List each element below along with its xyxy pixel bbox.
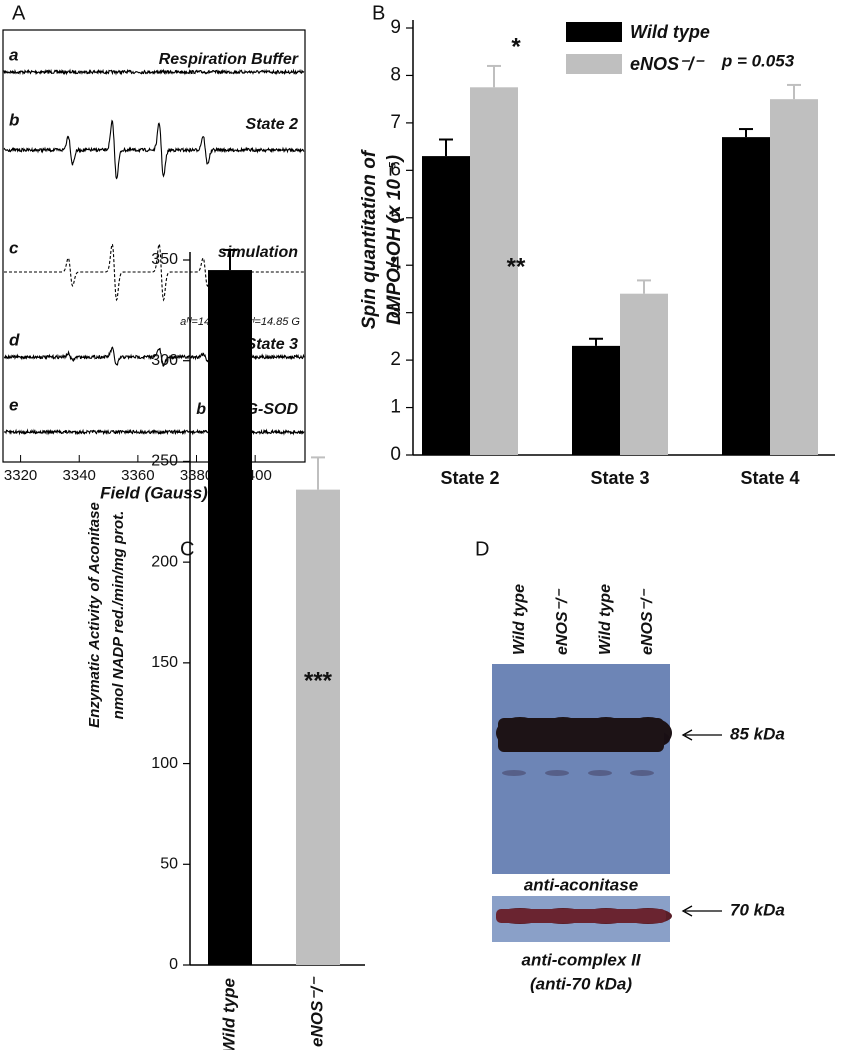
y-axis-label: Enzymatic Activity of Aconitase [86,502,103,728]
x-tick-label: State 2 [440,468,499,488]
x-tick-label: 3340 [63,467,96,484]
legend-swatch [566,54,622,74]
y-tick-label: 0 [390,444,401,465]
annotation: * [511,33,521,60]
band-faint [630,770,654,776]
bar [770,99,818,456]
y-tick-label: 250 [151,453,178,470]
legend-label: Wild type [630,22,710,42]
y-tick-label: 0 [169,956,178,973]
lane-label: eNOS⁻/⁻ [554,589,571,655]
y-tick-label: 8 [390,64,401,85]
marker-label: 85 kDa [730,724,785,743]
bar [572,345,620,455]
trace-label: State 3 [246,336,299,353]
band-faint [502,770,526,776]
trace-label: Respiration Buffer [159,51,299,68]
bar [296,489,340,965]
x-axis-label: Field (Gauss) [100,483,208,502]
annotation: *** [304,667,333,694]
panel-a-frame [2,29,306,463]
y-tick-label: 9 [390,17,401,38]
blot-caption: anti-aconitase [524,875,638,894]
band [498,718,664,752]
y-tick-label: 3 [390,302,401,323]
spectrum [4,242,304,302]
lane-label: Wild type [511,584,528,655]
y-tick-label: 7 [390,112,401,133]
panel-label: A [12,2,26,24]
trace-letter: a [9,45,18,64]
arrow-head [681,729,693,741]
x-tick-label: 3380 [180,467,213,484]
marker-label: 70 kDa [730,900,785,919]
bar [620,293,668,455]
bar [722,137,770,455]
y-tick-label: 200 [151,553,178,570]
blot-aconitase [492,664,670,874]
band [496,909,666,923]
y-tick-label: 350 [151,251,178,268]
y-axis-label: nmol NADP red./min/mg prot. [110,511,127,720]
y-tick-label: 50 [160,856,178,873]
y-tick-label: 2 [390,349,401,370]
panel-label: C [180,538,194,560]
y-tick-label: 150 [151,654,178,671]
x-tick-label: eNOS⁻/⁻ [307,976,326,1047]
annotation: ** [507,253,526,280]
y-tick-label: 1 [390,397,401,418]
trace-letter: c [9,238,19,257]
spectrum [3,68,305,76]
trace-letter: b [9,110,19,129]
bar [208,270,252,966]
band-faint [588,770,612,776]
x-tick-label: Wild type [219,978,238,1050]
arrow-head [681,905,693,917]
band-faint [545,770,569,776]
spectrum [3,346,305,367]
y-axis-label: Spin quantitation of [359,149,380,329]
legend-label: eNOS⁻/⁻ [630,54,706,74]
legend-swatch [566,22,622,42]
lane-label: Wild type [597,584,614,655]
y-axis-label: DMPO/•OH (x 10⁻⁵) [384,155,405,325]
annotation: p = 0.053 [721,51,795,70]
spectrum [3,428,305,436]
trace-label: simulation [218,244,298,261]
blot-caption: (anti-70 kDa) [530,974,632,993]
y-tick-label: 6 [390,159,401,180]
x-tick-label: 3320 [4,467,37,484]
x-tick-label: State 3 [590,468,649,488]
panel-label: B [372,2,385,24]
spectrum [3,119,305,180]
bar [422,156,470,455]
panel-label: D [475,538,489,560]
bar [470,87,518,456]
y-tick-label: 5 [390,207,401,228]
trace-label: State 2 [246,116,299,133]
x-tick-label: 3360 [121,467,154,484]
y-tick-label: 100 [151,755,178,772]
trace-letter: d [9,330,20,349]
y-tick-label: 300 [151,352,178,369]
lane-label: eNOS⁻/⁻ [639,589,656,655]
x-tick-label: State 4 [740,468,799,488]
y-tick-label: 4 [390,254,401,275]
blot-caption: anti-complex II [521,950,641,969]
trace-letter: e [9,395,18,414]
